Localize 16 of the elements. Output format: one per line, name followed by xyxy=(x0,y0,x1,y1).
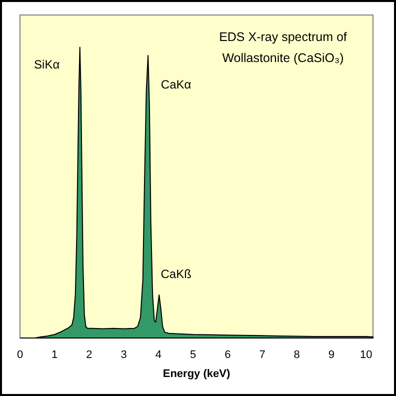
x-tick-label: 6 xyxy=(224,348,231,361)
x-tick-label: 8 xyxy=(294,348,300,361)
x-tick-label: 1 xyxy=(52,348,58,361)
x-tick-label: 10 xyxy=(360,348,372,361)
x-tick-label: 0 xyxy=(16,348,24,361)
x-axis-title: Energy (keV) xyxy=(162,368,230,380)
annotation: SiKα xyxy=(34,57,60,72)
x-tick-label: 2 xyxy=(86,348,92,361)
annotation: CaKα xyxy=(160,77,192,92)
x-tick-label: 3 xyxy=(120,348,127,361)
x-tick-label: 5 xyxy=(190,348,196,361)
chart-title: EDS X-ray spectrum of Wollastonite (CaSiO₃) xyxy=(219,30,348,65)
x-tick-label: 9 xyxy=(328,348,335,361)
x-tick-label: 4 xyxy=(155,348,162,361)
annotation: CaKß xyxy=(160,266,192,281)
x-tick-label: 7 xyxy=(259,348,266,361)
